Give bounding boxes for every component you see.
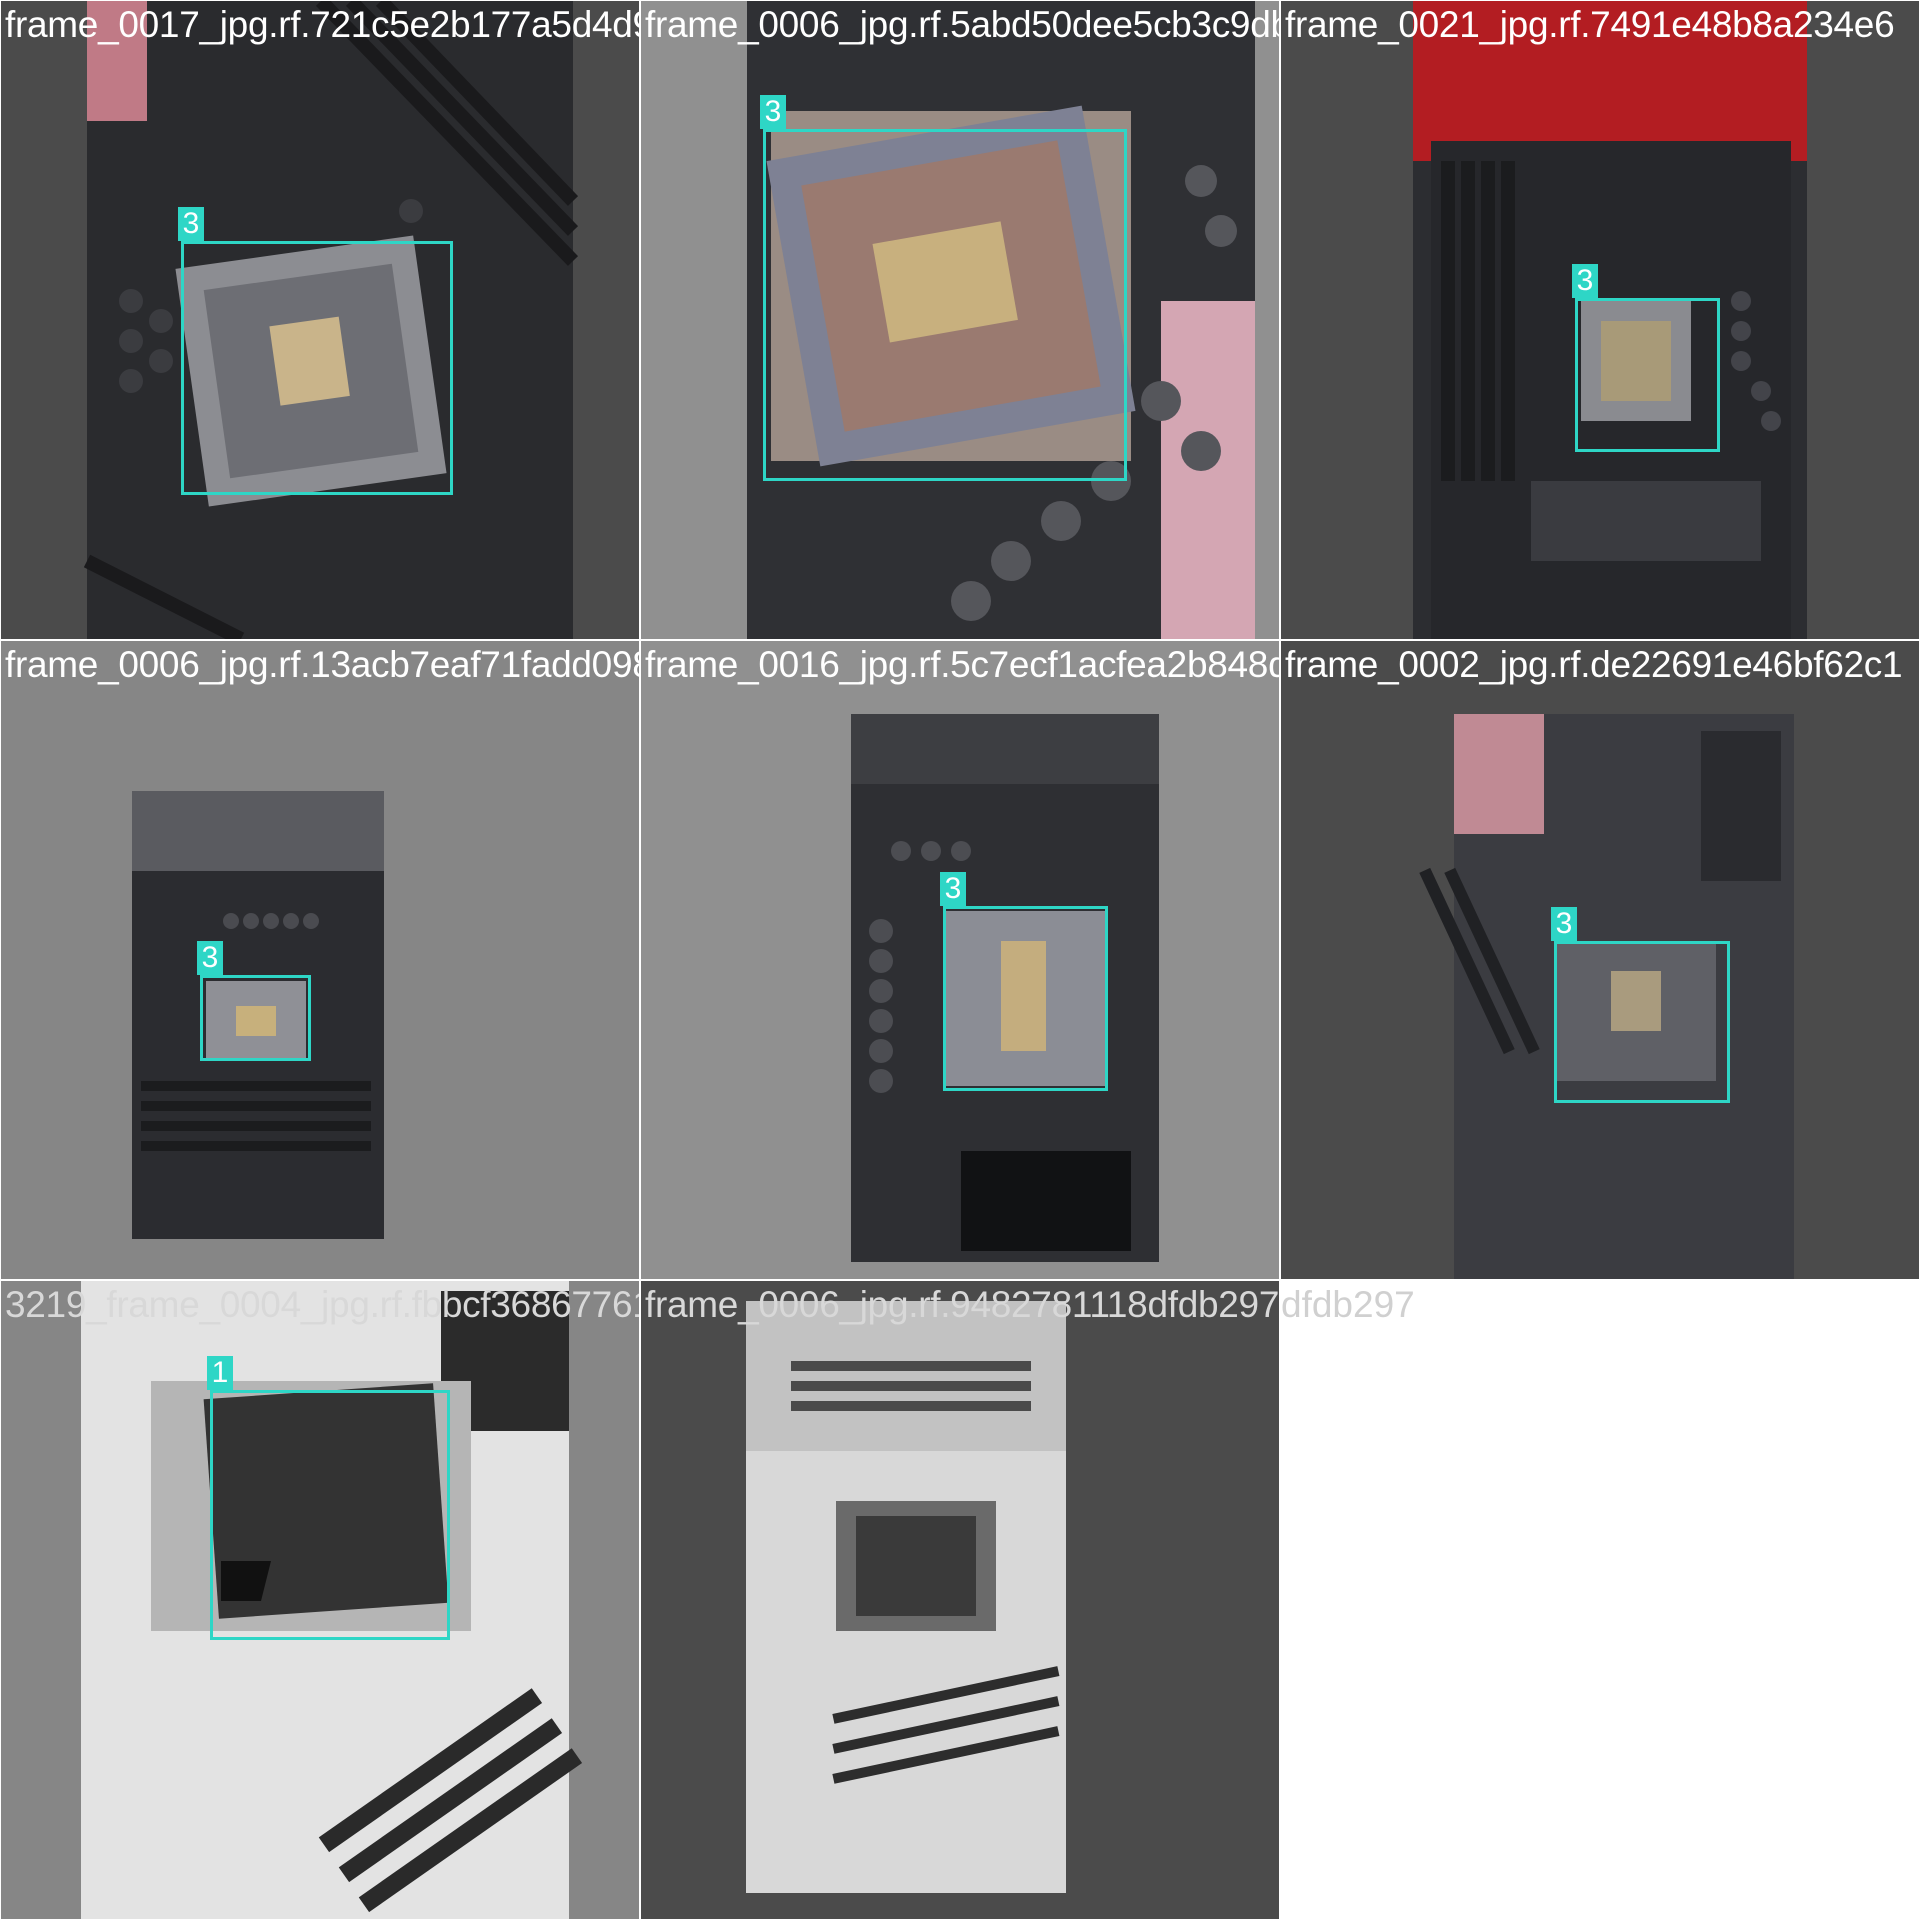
tile-1: 3 frame_0017_jpg.rf.721c5e2b177a5d4d9291… [1, 1, 639, 639]
tile-5: 3 frame_0016_jpg.rf.5c7ecf1acfea2b848d5 [641, 641, 1279, 1279]
class-label: 3 [940, 872, 966, 906]
tile-7-image [1, 1281, 639, 1919]
tile-7: 1 3219_frame_0004_jpg.rf.fbbcf3686776199… [1, 1281, 639, 1919]
class-label: 3 [1572, 264, 1598, 298]
tile-6: 3 frame_0002_jpg.rf.de22691e46bf62c1 [1281, 641, 1919, 1279]
class-label: 3 [1551, 907, 1577, 941]
tile-2-image [641, 1, 1279, 639]
tile-2: 3 frame_0006_jpg.rf.5abd50dee5cb3c9dba3c [641, 1, 1279, 639]
filename-overflow: dfdb297 [1281, 1284, 1415, 1325]
bounding-box [200, 975, 311, 1061]
class-label: 3 [197, 941, 223, 975]
bounding-box [763, 129, 1127, 481]
class-label: 1 [207, 1356, 233, 1390]
tile-4: 3 frame_0006_jpg.rf.13acb7eaf71fadd0987e… [1, 641, 639, 1279]
tile-1-image [1, 1, 639, 639]
tile-6-image [1281, 641, 1919, 1279]
tile-8-image [641, 1281, 1279, 1919]
tile-3: 3 frame_0021_jpg.rf.7491e48b8a234e6 [1281, 1, 1919, 639]
tile-3-image [1281, 1, 1919, 639]
bounding-box [1554, 941, 1730, 1103]
bounding-box [210, 1390, 450, 1640]
tile-4-image [1, 641, 639, 1279]
tile-5-image [641, 641, 1279, 1279]
tile-8: frame_0006_jpg.rf.9482781118dfdb297 [641, 1281, 1279, 1919]
class-label: 3 [178, 207, 204, 241]
bounding-box [943, 906, 1108, 1091]
class-label: 3 [760, 95, 786, 129]
bounding-box [181, 241, 453, 495]
bounding-box [1575, 298, 1720, 452]
